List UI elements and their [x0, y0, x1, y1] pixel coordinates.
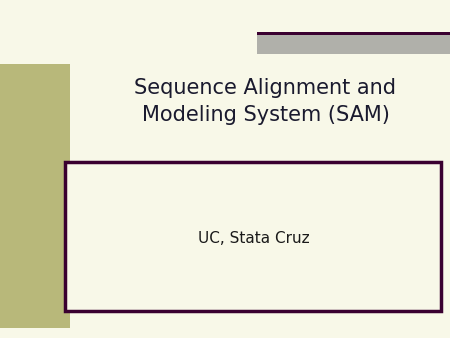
Bar — [0, 64, 70, 328]
Bar — [65, 162, 441, 311]
Bar — [256, 32, 450, 54]
Bar — [256, 32, 450, 35]
Text: UC, Stata Cruz: UC, Stata Cruz — [198, 231, 310, 246]
Text: Sequence Alignment and
Modeling System (SAM): Sequence Alignment and Modeling System (… — [135, 78, 396, 125]
